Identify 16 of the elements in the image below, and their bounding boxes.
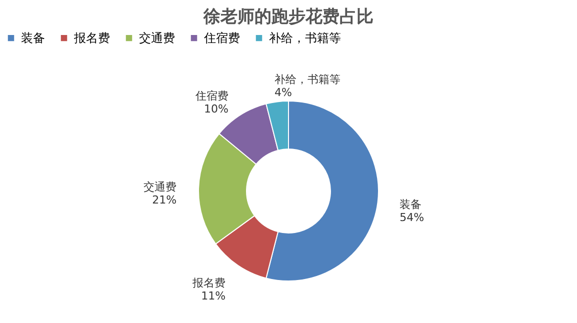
legend-label: 报名费: [73, 31, 110, 46]
legend-label: 装备: [21, 31, 45, 46]
legend-label: 交通费: [139, 31, 175, 46]
legend-label: 补给，书籍等: [269, 31, 341, 46]
slice-label: 报名费: [192, 276, 226, 290]
slice-label: 装备: [400, 198, 422, 212]
data-label: 11%: [201, 290, 226, 303]
data-label: 54%: [400, 211, 424, 224]
data-label: 4%: [274, 86, 292, 99]
data-label: 10%: [204, 102, 228, 116]
slice-label: 住宿费: [195, 89, 228, 102]
chart-title: 徐老师的跑步花费占比: [202, 7, 374, 27]
slice-label: 补给，书籍等: [274, 72, 340, 86]
slice-label: 交通费: [144, 180, 177, 194]
data-label: 21%: [152, 193, 177, 206]
legend-label: 住宿费: [203, 31, 240, 46]
